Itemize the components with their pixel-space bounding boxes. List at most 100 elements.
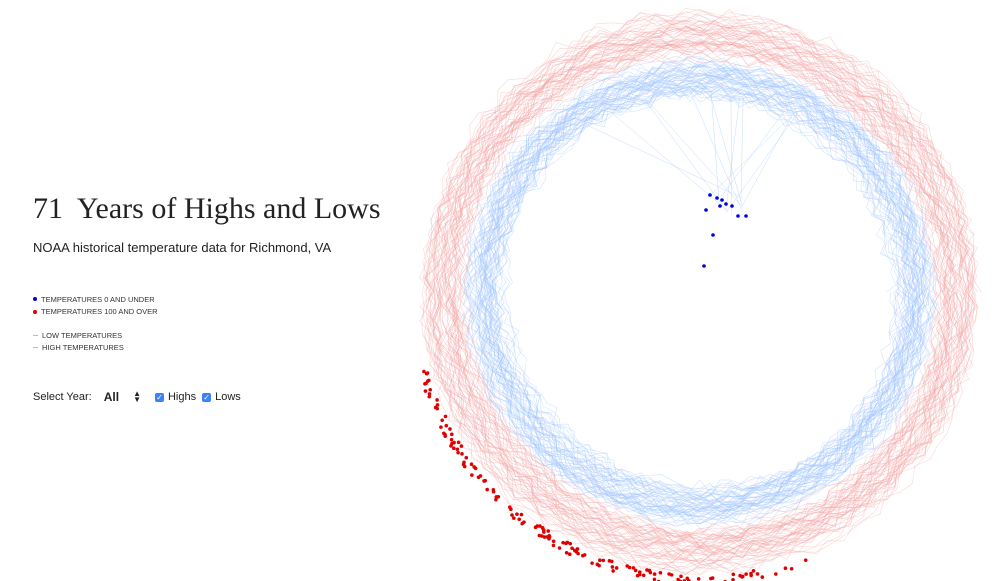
high-temperature-line — [455, 42, 946, 541]
low-temperature-line — [478, 77, 920, 506]
low-temperature-line — [462, 63, 938, 522]
hot-dot — [610, 565, 615, 569]
low-temperature-line — [479, 80, 923, 505]
hot-dot — [679, 574, 683, 579]
hot-dot — [456, 450, 460, 455]
high-temperature-line — [429, 14, 969, 571]
legend-swatch — [33, 297, 37, 302]
year-select[interactable]: All ▲ ▼ — [104, 390, 141, 405]
hot-dot — [565, 540, 570, 545]
low-temperature-line — [466, 67, 938, 517]
hot-dot — [470, 473, 474, 477]
hot-dot — [631, 566, 636, 570]
hot-dot — [448, 427, 452, 431]
low-connector — [740, 96, 744, 202]
hot-dot — [491, 487, 496, 492]
cold-dot — [724, 202, 728, 206]
high-temperature-line — [452, 47, 950, 537]
hot-dot — [731, 572, 736, 577]
hot-dot — [789, 566, 794, 571]
hot-dot — [696, 577, 701, 581]
cold-dot — [744, 214, 748, 218]
high-temperature-line — [454, 39, 947, 548]
low-temperature-line — [477, 78, 924, 504]
hot-dot — [450, 432, 454, 437]
high-temperature-line — [444, 28, 956, 560]
hot-dot — [442, 431, 446, 436]
high-temperature-line — [438, 20, 963, 560]
hot-dot — [425, 371, 430, 375]
low-temperature-line — [483, 61, 921, 522]
hot-dot — [427, 378, 431, 383]
low-temperature-line — [480, 79, 920, 504]
hot-dot — [469, 462, 474, 467]
cold-dot — [718, 204, 722, 208]
low-temperature-line — [472, 78, 926, 510]
hot-dot — [576, 551, 580, 556]
low-temperature-line — [480, 77, 922, 505]
legend-swatch — [33, 309, 37, 314]
high-temperature-line — [428, 27, 971, 553]
checkbox-label: Lows — [215, 391, 241, 404]
high-temperature-line — [445, 39, 952, 546]
high-temperature-line — [434, 32, 967, 556]
low-temperature-line — [495, 73, 906, 513]
hot-dot — [641, 573, 646, 578]
low-connector — [740, 114, 793, 208]
low-temperature-line — [483, 69, 917, 516]
hot-dot — [517, 517, 522, 522]
hot-dot — [803, 558, 808, 562]
low-temperature-line — [491, 75, 909, 508]
checkboxes: ✓ Highs ✓ Lows — [154, 391, 247, 403]
hot-dot — [601, 558, 606, 563]
hot-dot — [422, 369, 426, 374]
legend-swatch — [33, 334, 38, 336]
low-temperature-line — [478, 84, 921, 499]
hot-dot — [564, 550, 569, 555]
high-temperature-line — [443, 48, 954, 537]
low-temperature-line — [482, 83, 918, 501]
low-temperature-line — [471, 65, 927, 516]
low-temperature-line — [491, 85, 910, 496]
hot-dot — [427, 392, 432, 396]
low-connector — [726, 116, 796, 213]
cold-dot — [736, 214, 740, 218]
high-temperature-line — [441, 41, 961, 545]
low-temperature-line — [481, 73, 920, 511]
hot-dot — [427, 394, 432, 399]
low-temperature-line — [481, 85, 915, 498]
hot-dot — [568, 541, 573, 546]
legend-item: HIGH TEMPERATURES — [33, 342, 158, 355]
high-temperature-line — [441, 26, 959, 557]
high-temperature-line — [443, 19, 958, 565]
hot-dot — [519, 512, 524, 517]
hot-dot — [452, 446, 456, 451]
hot-dot — [450, 441, 454, 446]
hot-dot — [567, 552, 572, 557]
checkbox[interactable]: ✓ Lows — [202, 391, 241, 403]
high-temperature-line — [446, 46, 951, 537]
hot-dot — [744, 572, 748, 576]
hot-dot — [485, 487, 489, 492]
high-temperature-line — [431, 11, 969, 575]
cold-dot — [720, 198, 724, 202]
hot-dot — [511, 516, 516, 520]
low-temperature-line — [482, 69, 917, 515]
hot-dot — [540, 526, 545, 530]
low-temperature-line — [488, 83, 914, 501]
hot-dot — [633, 568, 638, 573]
legend-item: TEMPERATURES 100 AND OVER — [33, 306, 158, 319]
high-temperature-line — [460, 42, 943, 544]
low-temperature-line — [463, 65, 937, 515]
high-temperature-line — [450, 54, 955, 535]
hot-dot — [557, 546, 562, 550]
high-temperature-line — [426, 35, 972, 554]
low-temperature-line — [469, 60, 935, 526]
checkbox[interactable]: ✓ Highs — [154, 391, 196, 403]
hot-dot — [760, 575, 765, 579]
legend: TEMPERATURES 0 AND UNDER TEMPERATURES 100… — [33, 293, 158, 354]
hot-dot — [507, 505, 512, 509]
high-temperature-line — [445, 37, 956, 548]
low-temperature-line — [475, 55, 923, 527]
